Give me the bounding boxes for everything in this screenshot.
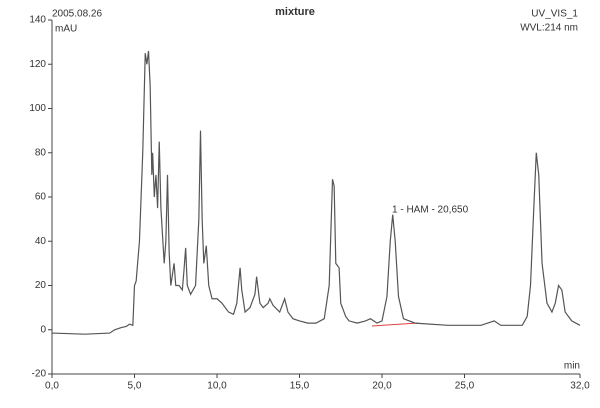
chromatogram-line xyxy=(51,50,581,335)
y-tick-label: 20 xyxy=(35,280,47,291)
integration-baseline xyxy=(371,322,419,327)
y-tick-label: -20 xyxy=(32,369,47,380)
chart-title: mixture xyxy=(275,6,315,18)
x-tick-label: 25,0 xyxy=(455,381,475,392)
y-tick-label: 60 xyxy=(35,192,47,203)
x-tick-label: 10,0 xyxy=(207,381,227,392)
y-tick-label: 120 xyxy=(29,59,46,70)
x-tick-label: 0,0 xyxy=(45,381,59,392)
y-tick-label: 0 xyxy=(40,324,46,335)
date: 2005.08.26 xyxy=(52,9,102,20)
x-tick-label: 20,0 xyxy=(372,381,392,392)
y-tick-label: 40 xyxy=(35,236,47,247)
x-tick-label: 15,0 xyxy=(290,381,310,392)
y-tick-label: 140 xyxy=(29,15,46,26)
channel: UV_VIS_1 xyxy=(531,9,578,20)
y-tick-label: 100 xyxy=(29,103,46,114)
annotation: 1 - HAM - 20,650 xyxy=(392,205,469,216)
y-tick-label: 80 xyxy=(35,147,47,158)
x-tick-label: 32,0 xyxy=(570,381,590,392)
wavelength: WVL:214 nm xyxy=(520,23,578,34)
y-axis-label: mAU xyxy=(55,24,77,35)
x-tick-label: 5,0 xyxy=(128,381,142,392)
x-axis-label: min xyxy=(564,361,580,372)
